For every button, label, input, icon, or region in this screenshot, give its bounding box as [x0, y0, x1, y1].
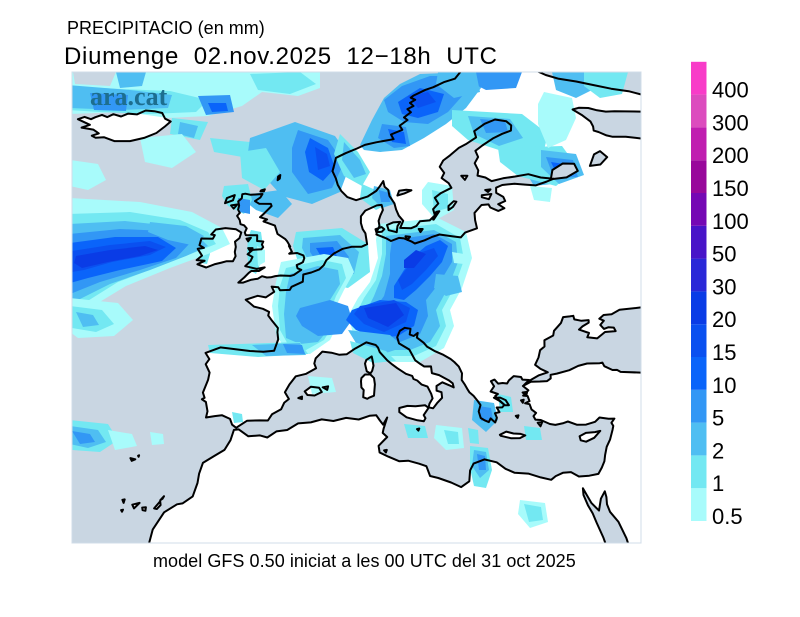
svg-text:1: 1	[712, 471, 724, 496]
svg-text:300: 300	[712, 110, 749, 135]
svg-text:20: 20	[712, 307, 736, 332]
svg-text:100: 100	[712, 209, 749, 234]
svg-text:15: 15	[712, 340, 736, 365]
svg-text:5: 5	[712, 406, 724, 431]
svg-text:10: 10	[712, 373, 736, 398]
svg-text:0.5: 0.5	[712, 504, 743, 529]
svg-text:150: 150	[712, 176, 749, 201]
svg-text:50: 50	[712, 242, 736, 267]
svg-text:30: 30	[712, 274, 736, 299]
svg-text:200: 200	[712, 143, 749, 168]
svg-text:400: 400	[712, 78, 749, 103]
svg-text:2: 2	[712, 438, 724, 463]
